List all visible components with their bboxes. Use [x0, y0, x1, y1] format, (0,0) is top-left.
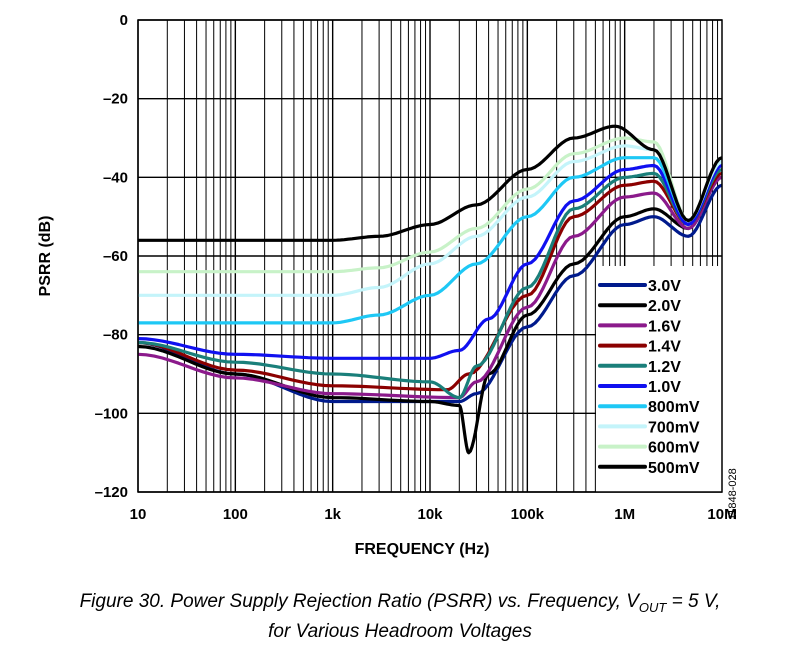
psrr-chart: 3.0V 2.0V 1.6V 1.4V 1.2V 1.0V 800mV 700mV 600mV 5…	[37, 12, 737, 558]
y-tick-label: –80	[103, 327, 128, 344]
x-tick-label: 100k	[511, 506, 545, 523]
legend-label: 1.2V	[648, 359, 681, 376]
legend-label: 1.4V	[648, 339, 681, 356]
series-line-3.0V	[137, 183, 723, 404]
y-tick-label: –120	[95, 484, 128, 501]
y-tick-label: 0	[120, 12, 128, 29]
legend-label: 600mV	[648, 440, 700, 457]
legend-label: 800mV	[648, 399, 700, 416]
caption-line1: Figure 30. Power Supply Rejection Ratio …	[79, 591, 721, 615]
x-axis-label: FREQUENCY (Hz)	[355, 541, 490, 558]
x-tick-label: 100	[223, 506, 248, 523]
x-tick-label: 1M	[614, 506, 635, 523]
series-line-600mV	[138, 136, 723, 274]
y-tick-label: –20	[103, 91, 128, 108]
series-line-500mV	[138, 124, 723, 242]
series-line-1.4V	[137, 171, 723, 392]
y-axis-label: PSRR (dB)	[37, 216, 54, 297]
figure-id: 11848-028	[727, 468, 739, 520]
x-tick-label: 10M	[707, 506, 736, 523]
plot-frame	[137, 19, 723, 493]
caption-text: Figure 30. Power Supply Rejection Ratio …	[79, 591, 639, 612]
legend-label: 2.0V	[648, 298, 681, 315]
series-line-1.2V	[137, 168, 723, 400]
y-tick-label: –100	[95, 405, 128, 422]
legend: 3.0V 2.0V 1.6V 1.4V 1.2V 1.0V 800mV 700mV 600mV 5…	[596, 266, 722, 492]
legend-label: 500mV	[648, 460, 700, 477]
caption-subscript: OUT	[638, 599, 667, 615]
legend-label: 1.0V	[648, 379, 681, 396]
legend-label: 1.6V	[648, 318, 681, 335]
series-line-1.0V	[137, 163, 723, 360]
caption-text-suffix: = 5 V,	[666, 591, 721, 612]
legend-label: 3.0V	[648, 278, 681, 295]
x-tick-label: 10	[130, 506, 147, 523]
series-line-2.0V	[137, 175, 723, 455]
y-tick-label: –60	[103, 248, 128, 265]
figure-caption: Figure 30. Power Supply Rejection Ratio …	[0, 590, 800, 644]
legend-label: 700mV	[648, 419, 700, 436]
x-tick-label: 1k	[324, 506, 341, 523]
y-tick-label: –40	[103, 169, 128, 186]
series-line-1.6V	[137, 175, 723, 400]
caption-line2: for Various Headroom Voltages	[268, 620, 532, 642]
x-tick-label: 10k	[417, 506, 443, 523]
series-line-800mV	[138, 156, 723, 325]
